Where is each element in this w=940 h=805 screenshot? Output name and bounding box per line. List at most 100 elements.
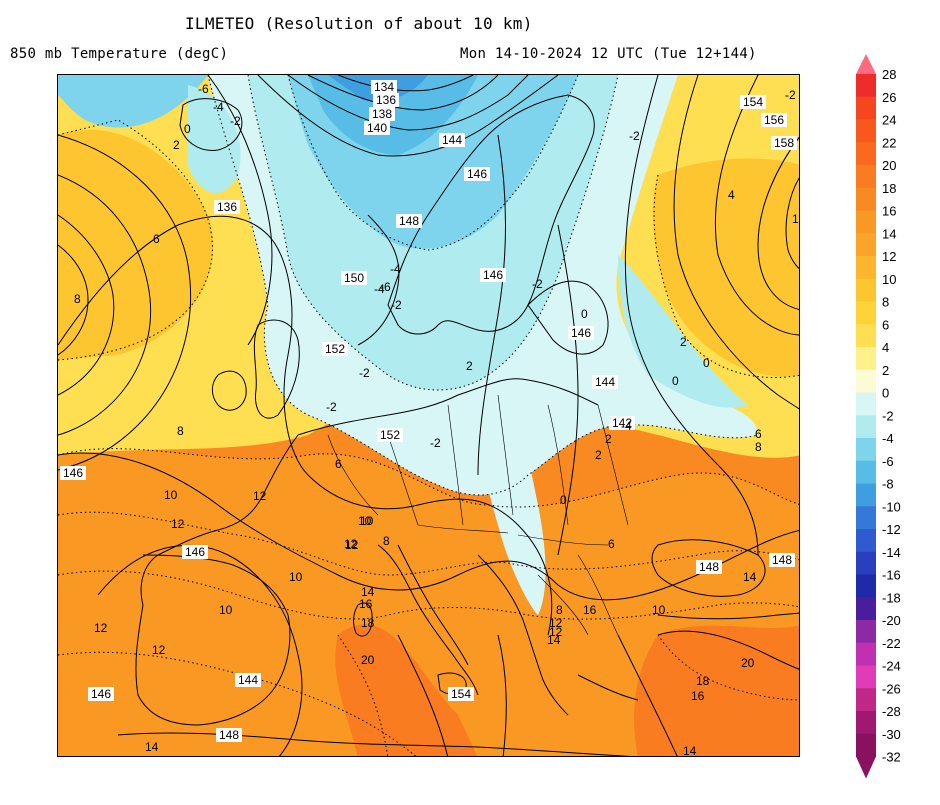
temp-label: 10 (164, 488, 178, 502)
borders (327, 394, 629, 636)
svg-text:146: 146 (571, 326, 591, 340)
isohypse-label: 154 (448, 687, 474, 701)
legend-label: 28 (882, 67, 896, 82)
isohypse-label: 152 (322, 342, 348, 356)
svg-text:148: 148 (399, 214, 419, 228)
isohypse-label: 154 (740, 95, 766, 109)
temp-label: -2 (326, 400, 337, 414)
temp-label: 0 (560, 493, 567, 507)
legend-swatch (856, 688, 876, 712)
isohypse-label: 142 (609, 416, 635, 430)
temp-label: 10 (360, 514, 374, 528)
svg-text:144: 144 (442, 133, 462, 147)
isohypse-label: 146 (182, 545, 208, 559)
temp-label: 12 (253, 489, 267, 503)
temp-label: 10 (219, 603, 233, 617)
legend-label: -16 (882, 568, 901, 583)
temp-label: 16 (583, 603, 597, 617)
temp-label: 12 (152, 643, 166, 657)
temp-label: 16 (691, 689, 705, 703)
legend-swatch (856, 460, 876, 484)
legend-swatch (856, 278, 876, 302)
temp-label: 6 (755, 427, 762, 441)
legend-swatch (856, 597, 876, 621)
legend-top-arrow (856, 54, 876, 74)
legend-swatch (856, 233, 876, 257)
svg-text:158: 158 (774, 136, 794, 150)
fill-18-south (335, 624, 478, 756)
fill-west-high (58, 129, 214, 360)
temperature-labels: -6 -4 -2 0 2 -2 -4 -6 -4 -2 -2 -2 -2 0 2… (74, 82, 799, 756)
svg-text:146: 146 (483, 268, 503, 282)
isohypse-label: 134 (371, 80, 397, 94)
legend-swatch (856, 210, 876, 234)
legend-labels: 2826242220181614121086420-2-4-6-8-10-12-… (882, 67, 901, 765)
temp-label: -2 (359, 366, 370, 380)
isohypse-label: 144 (439, 133, 465, 147)
isotherms (58, 75, 799, 756)
legend-bottom-arrow (856, 756, 876, 779)
fill-russia-cold (618, 255, 748, 408)
temp-label: 1 (792, 212, 799, 226)
temp-label: 12 (345, 538, 359, 552)
legend-label: 18 (882, 181, 896, 196)
temp-label: 12 (549, 625, 563, 639)
temp-label: 14 (145, 740, 159, 754)
legend-swatch (856, 483, 876, 507)
temp-label: 10 (358, 514, 372, 528)
svg-text:156: 156 (764, 113, 784, 127)
temp-label: 8 (383, 534, 390, 548)
legend-swatch (856, 74, 876, 98)
svg-text:152: 152 (380, 428, 400, 442)
isohypse-label: 138 (369, 107, 395, 121)
temp-label: 8 (556, 603, 563, 617)
temp-label: 2 (605, 432, 612, 446)
temp-label: -4 (621, 419, 632, 433)
svg-text:152: 152 (325, 342, 345, 356)
legend-swatch (856, 620, 876, 644)
legend-label: -24 (882, 659, 901, 674)
svg-text:136: 136 (376, 93, 396, 107)
legend-label: 0 (882, 386, 889, 401)
legend-label: -26 (882, 681, 901, 696)
legend-label: -12 (882, 522, 901, 537)
temp-label: -2 (430, 436, 441, 450)
svg-text:154: 154 (743, 95, 763, 109)
temp-label: -2 (785, 88, 796, 102)
legend-swatch (856, 711, 876, 735)
temp-label: 6 (335, 457, 342, 471)
temp-label: 6 (153, 232, 160, 246)
temp-label: 12 (344, 537, 358, 551)
svg-text:138: 138 (372, 107, 392, 121)
isohypse-label: 146 (480, 268, 506, 282)
legend-label: -10 (882, 499, 901, 514)
legend-swatch (856, 96, 876, 120)
legend-label: -2 (882, 408, 894, 423)
map-panel: 134 136 138 140 144 146 148 150 152 142 … (57, 74, 800, 757)
isohypse-label: 148 (696, 560, 722, 574)
temp-label: 12 (94, 621, 108, 635)
legend-swatch (856, 392, 876, 416)
temp-label: -2 (230, 114, 241, 128)
legend-swatch (856, 347, 876, 371)
temp-label: 6 (608, 537, 615, 551)
temp-label: 8 (74, 292, 81, 306)
legend-swatch (856, 165, 876, 189)
temp-label: -4 (390, 262, 401, 276)
legend-swatch (856, 506, 876, 530)
temp-label: -6 (198, 82, 209, 96)
isohypse-label: 146 (568, 326, 594, 340)
legend-swatch (856, 256, 876, 280)
svg-text:142: 142 (612, 416, 632, 430)
legend-label: -4 (882, 431, 894, 446)
legend-swatch (856, 415, 876, 439)
isohypse-label: 140 (364, 121, 390, 135)
svg-text:148: 148 (699, 560, 719, 574)
isohypse-labels: 134 136 138 140 144 146 148 150 152 142 … (60, 80, 797, 742)
legend-label: 20 (882, 158, 896, 173)
legend-swatch (856, 642, 876, 666)
temp-label: 14 (361, 585, 375, 599)
temp-label: 18 (361, 616, 375, 630)
isohypse-label: 148 (396, 214, 422, 228)
temp-label: -4 (213, 100, 224, 114)
